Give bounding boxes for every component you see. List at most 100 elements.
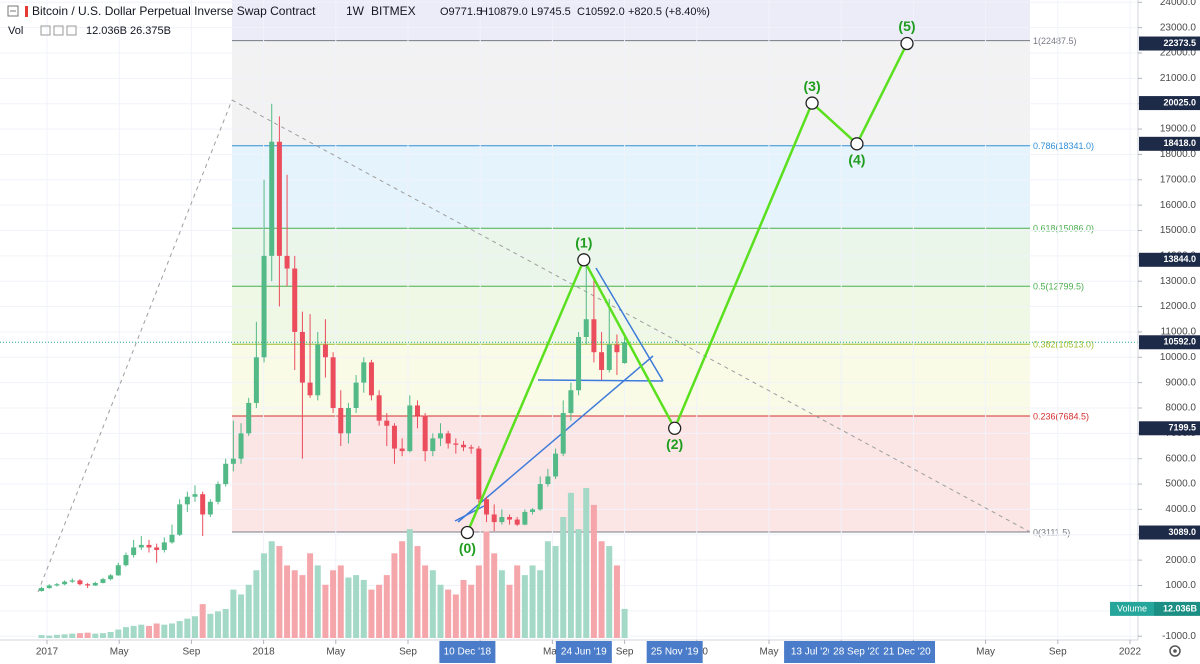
date-highlight-label: 13 Jul '20 (791, 647, 834, 658)
price-highlight-label: 3089.0 (1168, 527, 1196, 537)
volume-bar (253, 570, 260, 638)
volume-bar (475, 565, 482, 638)
candle-body (384, 420, 390, 426)
volume-bar (391, 553, 398, 638)
y-tick-label: 23000.0 (1160, 22, 1197, 33)
candle-body (276, 141, 282, 256)
candle-body (499, 517, 505, 523)
ohlc-low: L9745.5 (531, 6, 571, 18)
price-highlight (1139, 36, 1200, 51)
candle-body (422, 415, 428, 452)
date-highlight (439, 641, 496, 663)
date-highlight (878, 641, 935, 663)
volume-bar (307, 553, 314, 638)
volume-bar (261, 553, 268, 638)
volume-bar (422, 565, 429, 638)
x-tick-label: May (110, 647, 129, 658)
volume-bar (176, 621, 183, 638)
wave-label: (1) (575, 235, 592, 251)
legend-button[interactable] (53, 25, 64, 36)
volume-bar (153, 623, 160, 638)
volume-tag (1154, 601, 1200, 616)
fib-band (232, 286, 1030, 345)
price-highlight (1139, 252, 1200, 267)
candle-body (200, 494, 206, 515)
header: Bitcoin / U.S. Dollar Perpetual Inverse … (7, 4, 710, 37)
price-highlight-label: 7199.5 (1168, 423, 1196, 433)
candle-body (46, 585, 52, 589)
volume-bar (76, 633, 83, 638)
price-highlight-label: 20025.0 (1163, 97, 1196, 107)
volume-bar (360, 579, 367, 638)
y-tick-label: -1000.0 (1162, 631, 1196, 642)
candle-body (123, 555, 129, 566)
candle-body (146, 544, 152, 548)
wave-label: (3) (804, 78, 821, 94)
candle-body (215, 484, 221, 502)
candle-body (537, 484, 543, 510)
legend-button[interactable] (66, 25, 77, 36)
candle-body (246, 402, 252, 434)
candle-body (376, 395, 382, 421)
volume-bar (69, 633, 76, 638)
candle-body (614, 344, 620, 353)
volume-tag-name: Volume (1117, 603, 1147, 613)
volume-bar (613, 565, 620, 638)
volume-bar (590, 504, 597, 638)
fib-band (232, 228, 1030, 287)
volume-bar (521, 575, 528, 638)
wave-point (668, 421, 682, 435)
volume-bar (291, 570, 298, 638)
candle-body (368, 362, 374, 396)
candle-body (430, 438, 436, 452)
y-tick-label: 18000.0 (1160, 149, 1197, 160)
candle-body (560, 413, 566, 454)
volume-bar (215, 611, 222, 638)
volume-bar (299, 575, 306, 638)
fib-band (232, 40, 1030, 146)
last-price-tag (1139, 335, 1200, 350)
volume-bar (192, 616, 199, 638)
volume-bar (537, 570, 544, 638)
triangle-line (537, 379, 664, 382)
candle-body (437, 433, 443, 439)
volume-bar (322, 584, 329, 638)
volume-bar (452, 594, 459, 638)
candle-body (238, 433, 244, 459)
y-tick-label: 12000.0 (1160, 301, 1197, 312)
settings-icon[interactable] (1169, 645, 1181, 657)
ohlc-high: H10879.0 (480, 6, 528, 18)
wave-point (850, 137, 864, 151)
y-tick-label: 16000.0 (1160, 200, 1197, 211)
y-tick-label: 8000.0 (1165, 403, 1196, 414)
x-tick-label: Sep (616, 647, 634, 658)
y-tick-label: 24000.0 (1160, 0, 1197, 8)
x-tick-label: 2018 (252, 647, 275, 658)
candle-body (284, 255, 290, 269)
candle-body (177, 504, 183, 535)
legend-button[interactable] (40, 25, 51, 36)
date-highlight-label: 25 Nov '19 (651, 647, 699, 658)
volume-bar (130, 625, 137, 638)
candle-body (568, 390, 574, 414)
volume-bar (168, 623, 175, 638)
candle-body (161, 542, 167, 550)
volume-bar (337, 565, 344, 638)
candle-body (476, 448, 482, 500)
collapse-icon[interactable] (7, 5, 19, 17)
candle-body (530, 509, 536, 512)
volume-bar (61, 634, 68, 638)
volume-bar (145, 625, 152, 638)
date-highlight (555, 641, 612, 663)
y-tick-label: 6000.0 (1165, 453, 1196, 464)
candle-body (292, 268, 298, 332)
x-tick-label: 2017 (36, 647, 59, 658)
candle-body (576, 336, 582, 391)
candle-body (184, 496, 190, 505)
fib-band (232, 415, 1030, 532)
x-tick-label: May (976, 647, 995, 658)
candle-body (299, 331, 305, 383)
candle-body (606, 344, 612, 370)
fib-band (232, 145, 1030, 229)
candle-body (545, 476, 551, 485)
